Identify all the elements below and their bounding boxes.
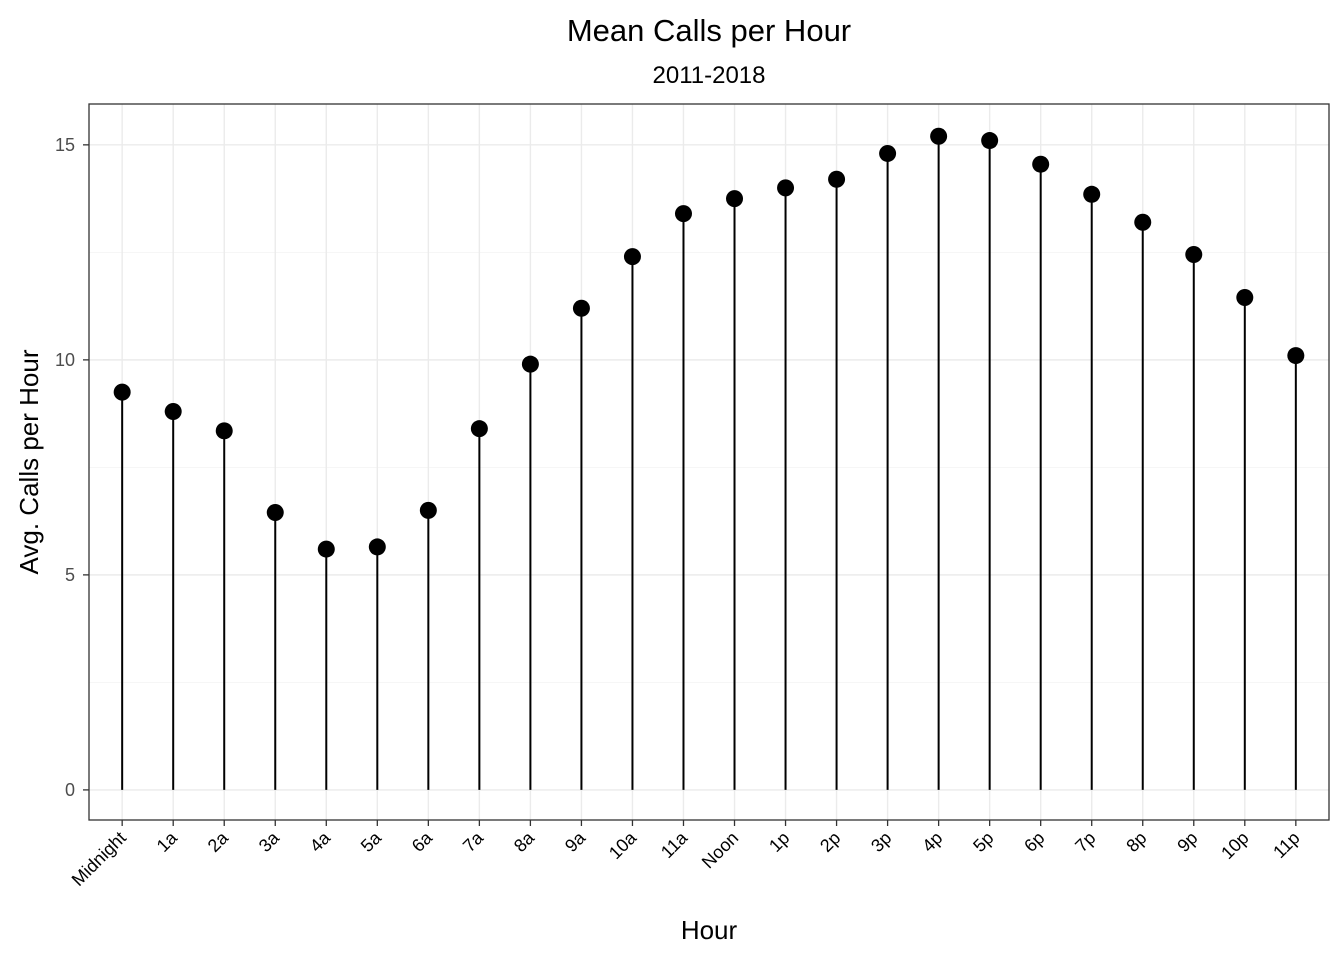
chart-subtitle: 2011-2018 xyxy=(653,62,766,89)
lollipop-point xyxy=(317,540,335,558)
x-tick-label: 4p xyxy=(918,828,946,856)
lollipop-point xyxy=(1236,289,1254,307)
x-tick-label: 8p xyxy=(1122,828,1150,856)
lollipop-point xyxy=(521,355,539,373)
x-tick-label: 2a xyxy=(204,827,233,856)
lollipop-point xyxy=(777,179,795,197)
x-tick-label: 7p xyxy=(1071,828,1099,856)
lollipop-point xyxy=(164,402,182,420)
y-tick-label: 15 xyxy=(55,135,75,155)
lollipop-point xyxy=(879,144,897,162)
x-tick-label: 1a xyxy=(153,827,182,856)
lollipop-point xyxy=(266,504,284,522)
lollipop-point xyxy=(674,205,692,223)
lollipop-point xyxy=(215,422,233,440)
lollipop-point xyxy=(419,501,437,519)
y-tick-label: 10 xyxy=(55,350,75,370)
x-tick-label: 9p xyxy=(1173,828,1201,856)
y-axis-title: Avg. Calls per Hour xyxy=(14,349,44,574)
lollipop-point xyxy=(828,170,846,188)
x-axis: Midnight 1a 2a 3a 4a 5a 6a 7a 8a 9a 10a 11a Noon 1p 2p… xyxy=(68,820,1304,890)
lollipop-stems xyxy=(121,136,1297,790)
x-tick-label: 6a xyxy=(408,827,437,856)
x-tick-label: 11a xyxy=(657,827,692,862)
lollipop-point xyxy=(726,190,744,208)
x-tick-label: 2p xyxy=(816,828,844,856)
lollipop-point xyxy=(368,538,386,556)
lollipop-point xyxy=(1185,246,1203,264)
lollipop-point xyxy=(930,127,948,145)
x-tick-label: 7a xyxy=(459,827,488,856)
x-tick-label: 3a xyxy=(255,827,284,856)
lollipop-point xyxy=(1032,155,1050,173)
x-tick-label: Noon xyxy=(698,828,743,873)
x-axis-title: Hour xyxy=(681,915,738,945)
y-axis: 0 5 10 15 xyxy=(55,135,89,800)
x-tick-label: 11p xyxy=(1269,828,1303,862)
lollipop-point xyxy=(1287,347,1305,365)
x-tick-label: 10p xyxy=(1217,828,1252,863)
lollipop-point xyxy=(1134,213,1152,231)
lollipop-point xyxy=(1083,185,1101,203)
plot-panel xyxy=(88,103,1330,821)
panel-border xyxy=(88,103,1330,821)
lollipop-points xyxy=(113,127,1305,558)
lollipop-point xyxy=(470,420,488,438)
x-tick-label: 8a xyxy=(510,827,539,856)
x-tick-label: 3p xyxy=(867,828,895,856)
x-tick-label: 10a xyxy=(605,827,641,863)
y-tick-label: 0 xyxy=(65,780,75,800)
x-tick-label: 9a xyxy=(561,827,590,856)
lollipop-point xyxy=(981,132,999,150)
y-tick-label: 5 xyxy=(65,565,75,585)
x-tick-label: 6p xyxy=(1020,828,1048,856)
lollipop-point xyxy=(623,248,641,266)
x-tick-label: 5a xyxy=(357,827,386,856)
lollipop-point xyxy=(113,383,131,401)
x-tick-label: 1p xyxy=(765,828,793,856)
x-tick-label: 4a xyxy=(306,827,335,856)
lollipop-point xyxy=(572,299,590,317)
x-tick-label: Midnight xyxy=(68,828,130,890)
chart-title: Mean Calls per Hour xyxy=(567,13,851,48)
x-tick-label: 5p xyxy=(969,828,997,856)
